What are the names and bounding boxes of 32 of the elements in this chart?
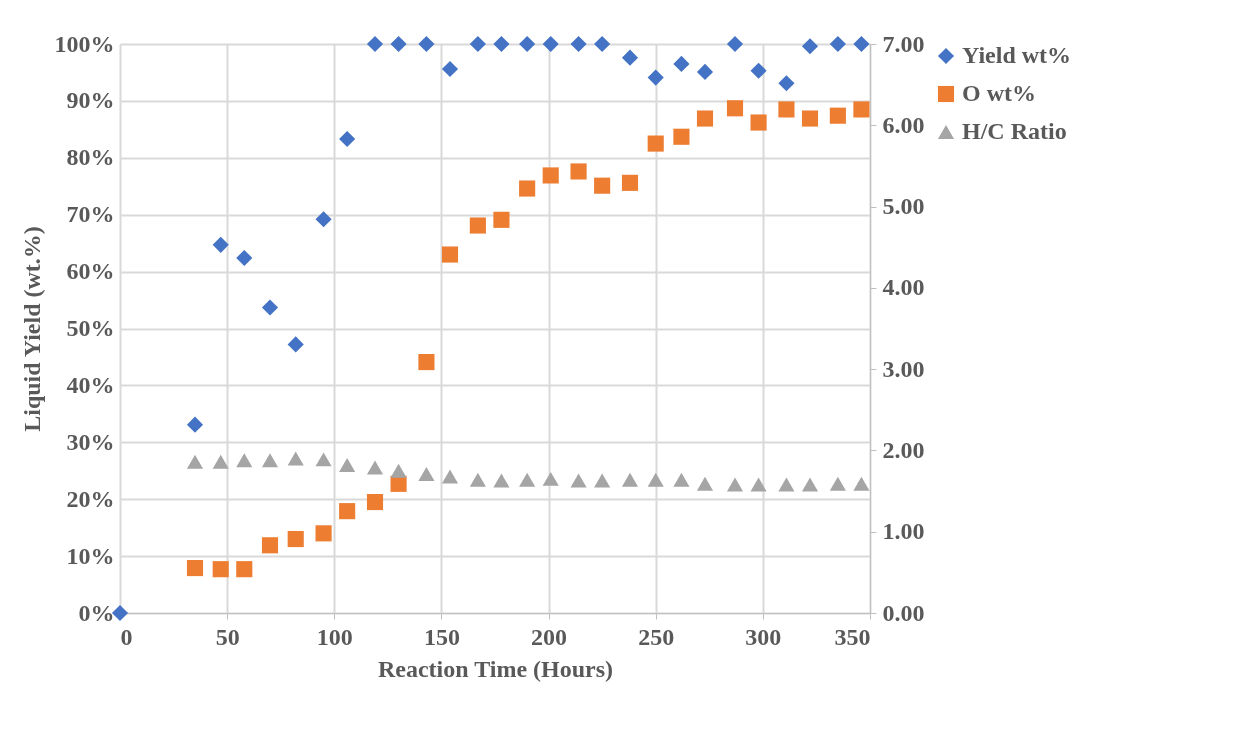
legend-label: H/C Ratio — [962, 118, 1067, 144]
y-tick-label: 100% — [54, 30, 115, 57]
x-tick-label: 150 — [423, 623, 460, 650]
x-tick-label: 100 — [316, 623, 353, 650]
y2-tick-label: 1.00 — [882, 518, 925, 545]
y-tick-label: 90% — [66, 87, 115, 114]
y-axis-title: Liquid Yield (wt.%) — [18, 226, 45, 432]
y-tick-label: 0% — [78, 599, 115, 626]
legend-label: O wt% — [962, 80, 1036, 106]
y2-tick-label: 7.00 — [882, 30, 925, 57]
x-tick-label: 0 — [120, 623, 133, 650]
y-tick-label: 50% — [66, 315, 115, 341]
y-tick-label: 20% — [66, 485, 115, 512]
y-tick-label: 80% — [66, 144, 115, 171]
y2-tick-label: 4.00 — [882, 274, 925, 301]
y2-tick-label: 0.00 — [882, 599, 925, 626]
y2-tick-label: 2.00 — [882, 436, 925, 463]
y-tick-label: 30% — [66, 428, 115, 455]
x-axis-title: Reaction Time (Hours) — [377, 655, 614, 682]
y2-tick-label: 6.00 — [882, 111, 925, 138]
y-tick-label: 10% — [66, 542, 115, 569]
y-tick-label: 40% — [66, 371, 115, 398]
legend-label: Yield wt% — [962, 42, 1072, 68]
x-tick-label: 300 — [745, 623, 782, 650]
y2-tick-label: 3.00 — [882, 355, 925, 382]
x-tick-label: 350 — [834, 623, 871, 650]
x-tick-label: 50 — [215, 623, 240, 650]
y-tick-label: 70% — [66, 201, 115, 228]
y2-tick-label: 5.00 — [882, 193, 925, 220]
x-tick-label: 250 — [638, 623, 675, 650]
x-tick-label: 200 — [531, 623, 568, 650]
y-tick-label: 60% — [66, 258, 115, 285]
